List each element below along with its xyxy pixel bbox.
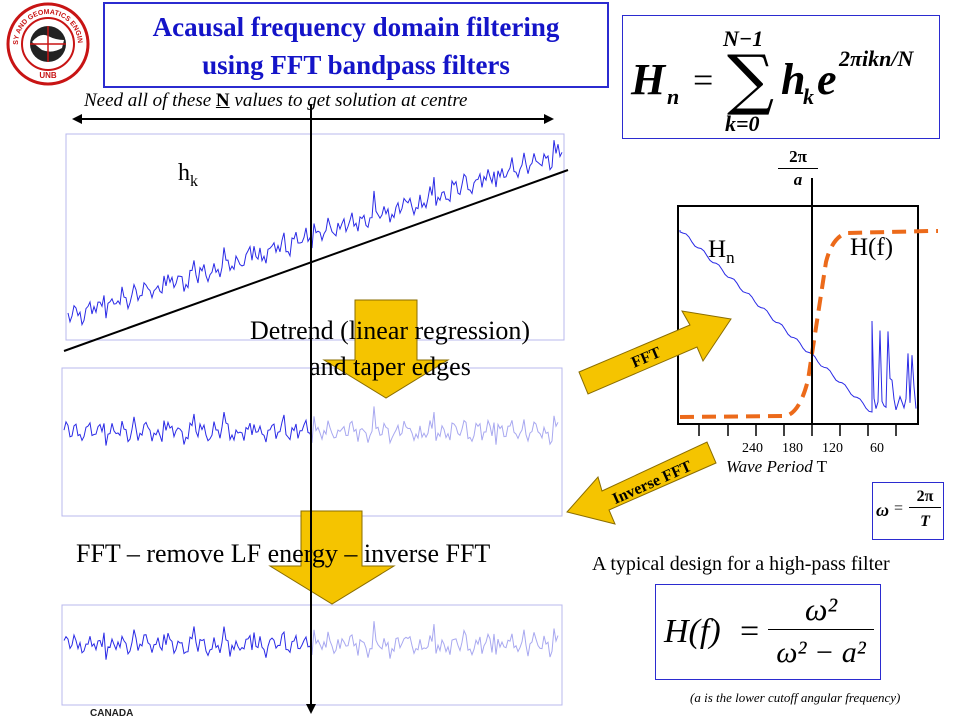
marker-denominator: a	[793, 170, 803, 189]
hf-label: H(f)	[850, 234, 894, 261]
sum-lower-limit: k=0	[725, 111, 760, 136]
hk-label: hk	[178, 160, 198, 190]
detrend-line-2: and taper edges	[309, 352, 471, 381]
detrend-down-arrow	[322, 299, 450, 399]
logo-text-bottom: UNB	[39, 71, 57, 80]
hf-numerator: ω²	[768, 589, 874, 630]
typical-design-caption: A typical design for a high-pass filter	[592, 553, 890, 575]
filtered-signal-faded	[311, 621, 559, 659]
dft-formula-svg: H n = N−1 ∑ k=0 h k e 2πikn/N	[630, 26, 914, 136]
omega-lhs: ω	[876, 500, 890, 520]
cutoff-marker-label: 2π a	[778, 146, 818, 191]
trend-line	[63, 169, 569, 352]
title-line-2: using FFT bandpass filters	[202, 50, 510, 80]
fft-arrow	[578, 310, 732, 395]
raw-signal-panel	[65, 133, 565, 341]
omega-num: 2π	[909, 487, 941, 508]
highpass-formula: H(f) = ω² ω² − a²	[655, 584, 881, 680]
hn-label: Hn	[708, 236, 735, 267]
sigma-symbol: ∑	[727, 41, 774, 118]
cutoff-note: (a is the lower cutoff angular frequency…	[690, 690, 901, 705]
need-n: N	[215, 90, 230, 111]
need-pre: Need all of these	[84, 90, 216, 111]
detrend-caption: Detrend (linear regression) and taper ed…	[215, 313, 565, 385]
filtered-signal-trace	[63, 626, 313, 660]
raw-signal-trace	[67, 140, 563, 327]
formula-term-sub: k	[803, 84, 814, 109]
formula-exponent: 2πikn/N	[838, 46, 914, 71]
canada-label: CANADA	[90, 708, 134, 719]
tick-60: 60	[870, 441, 884, 456]
hn-spectrum-curve	[679, 230, 917, 413]
hf-denominator: ω² − a²	[776, 636, 866, 669]
detrended-signal-trace	[63, 412, 313, 446]
formula-lhs-sub: n	[667, 84, 679, 109]
inverse-fft-arrow	[566, 441, 717, 525]
omega-equals: =	[894, 500, 904, 517]
sum-upper-limit: N−1	[722, 26, 763, 51]
hf-lhs: H(f)	[664, 613, 721, 650]
tick-120: 120	[822, 441, 843, 456]
detrended-signal-faded	[311, 406, 559, 446]
omega-den: T	[920, 513, 930, 530]
equals-sign: =	[693, 60, 713, 100]
highpass-filter-curve	[679, 229, 938, 419]
title-line-1: Acausal frequency domain filtering	[152, 12, 560, 42]
omega-formula: ω = 2π T	[872, 482, 944, 540]
tick-180: 180	[782, 441, 803, 456]
fft-process-caption: FFT – remove LF energy – inverse FFT	[76, 539, 491, 568]
hf-equals: =	[740, 613, 760, 650]
detrend-line-1: Detrend (linear regression)	[249, 316, 531, 345]
slide-title: Acausal frequency domain filtering using…	[103, 2, 609, 88]
need-n-values-note: Need all of these N values to get soluti…	[84, 90, 467, 112]
fft-down-arrow	[268, 510, 396, 605]
formula-term: h	[781, 55, 805, 104]
tick-240: 240	[742, 441, 763, 456]
x-axis-label: Wave Period T	[726, 457, 828, 476]
marker-numerator: 2π	[778, 146, 818, 169]
need-post: values to get solution at centre	[229, 90, 468, 111]
formula-lhs: H	[630, 55, 667, 104]
dft-formula: H n = N−1 ∑ k=0 h k e 2πikn/N	[622, 15, 940, 139]
formula-base: e	[817, 55, 837, 104]
unb-logo: GEODESY AND GEOMATICS ENGINEERING UNB	[6, 2, 90, 86]
